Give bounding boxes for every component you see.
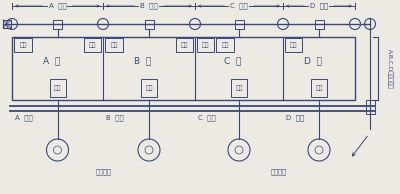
Text: 便所: 便所 bbox=[202, 42, 209, 48]
Bar bbox=[311, 79, 327, 97]
Bar bbox=[231, 79, 247, 97]
Bar bbox=[84, 38, 101, 52]
Text: 公共ます: 公共ます bbox=[271, 169, 287, 175]
Text: D  宅: D 宅 bbox=[304, 56, 322, 65]
Text: C  負担: C 負担 bbox=[230, 3, 248, 9]
Text: B  宅: B 宅 bbox=[134, 56, 152, 65]
Text: A,B,C,Dの共有負担: A,B,C,Dの共有負担 bbox=[387, 49, 393, 88]
Text: 台所: 台所 bbox=[235, 85, 243, 91]
Bar bbox=[314, 20, 324, 29]
Text: 公共ます: 公共ます bbox=[95, 169, 111, 175]
Bar bbox=[144, 20, 154, 29]
Text: 風呂: 風呂 bbox=[110, 42, 118, 48]
Text: 便所: 便所 bbox=[290, 42, 297, 48]
Text: B  負担: B 負担 bbox=[106, 115, 124, 121]
Text: A  宅: A 宅 bbox=[43, 56, 60, 65]
Text: D  負担: D 負担 bbox=[310, 3, 328, 9]
Text: 台所: 台所 bbox=[54, 85, 61, 91]
Text: B  負担: B 負担 bbox=[140, 3, 158, 9]
Bar bbox=[234, 20, 244, 29]
Text: C  宅: C 宅 bbox=[224, 56, 242, 65]
Text: D  負担: D 負担 bbox=[286, 115, 304, 121]
Bar bbox=[197, 38, 214, 52]
Bar bbox=[105, 38, 123, 52]
Text: A  負担: A 負担 bbox=[49, 3, 66, 9]
Text: 風呂: 風呂 bbox=[19, 42, 27, 48]
Bar bbox=[12, 37, 355, 100]
Text: 便所: 便所 bbox=[181, 42, 188, 48]
Bar bbox=[366, 100, 374, 114]
Bar bbox=[176, 38, 193, 52]
Text: 風呂: 風呂 bbox=[221, 42, 229, 48]
Text: 台所: 台所 bbox=[315, 85, 323, 91]
Bar bbox=[14, 38, 32, 52]
Bar bbox=[50, 79, 66, 97]
Bar bbox=[285, 38, 302, 52]
Bar bbox=[53, 20, 62, 29]
Bar bbox=[3, 20, 11, 28]
Text: A  負担: A 負担 bbox=[15, 115, 33, 121]
Text: 便所: 便所 bbox=[89, 42, 96, 48]
Bar bbox=[141, 79, 157, 97]
Text: C  負担: C 負担 bbox=[198, 115, 216, 121]
Bar bbox=[216, 38, 234, 52]
Text: 台所: 台所 bbox=[145, 85, 153, 91]
